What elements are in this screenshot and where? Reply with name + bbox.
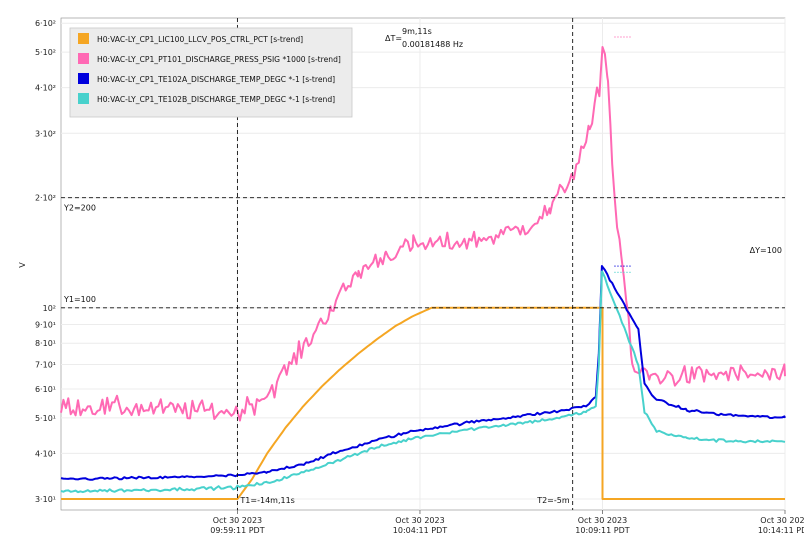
y-tick-label: 7·10¹ bbox=[35, 360, 56, 369]
y-tick-label: 9·10¹ bbox=[35, 321, 56, 330]
x-tick-time: 10:14:11 PDT bbox=[758, 526, 804, 535]
y-tick-label: 6·10¹ bbox=[35, 385, 56, 394]
legend-label-3: H0:VAC-LY_CP1_TE102B_DISCHARGE_TEMP_DEGC… bbox=[97, 95, 335, 104]
series-line-2 bbox=[60, 265, 786, 481]
x-tick-date: Oct 30 2023 bbox=[578, 516, 627, 525]
y1-cursor-label: Y1=100 bbox=[63, 295, 96, 304]
series-line-1 bbox=[60, 46, 786, 422]
legend-box bbox=[69, 27, 353, 118]
y-tick-label: 8·10¹ bbox=[35, 339, 56, 348]
delta-t-frequency: 0.00181488 Hz bbox=[402, 40, 463, 49]
y-tick-label: 4·10² bbox=[35, 84, 56, 93]
y2-cursor-label: Y2=200 bbox=[63, 204, 96, 213]
t1-cursor-label: T1=-14m,11s bbox=[239, 496, 294, 505]
x-tick-time: 10:09:11 PDT bbox=[575, 526, 629, 535]
y-tick-label: 3·10² bbox=[35, 129, 56, 138]
cursor-layer: T1=-14m,11s T2=-5m Y1=100 Y2=200 ΔT= 9m,… bbox=[61, 18, 785, 510]
t2-cursor-label: T2=-5m bbox=[536, 496, 570, 505]
y-axis: 3·10¹ 4·10¹ 5·10¹ 6·10¹ 7·10¹ 8·10¹ 9·10¹ 10² 2·… bbox=[35, 19, 56, 504]
delta-t-label: ΔT= bbox=[385, 34, 402, 43]
delta-t-value: 9m,11s bbox=[402, 27, 432, 36]
legend-label-0: H0:VAC-LY_CP1_LIC100_LLCV_POS_CTRL_PCT [… bbox=[97, 35, 303, 44]
y-tick-label: 10² bbox=[43, 304, 56, 313]
legend-label-1: H0:VAC-LY_CP1_PT101_DISCHARGE_PRESS_PSIG… bbox=[97, 55, 341, 64]
legend-swatch-0 bbox=[78, 33, 89, 44]
y-tick-label: 5·10¹ bbox=[35, 414, 56, 423]
x-tick-date: Oct 30 2023 bbox=[395, 516, 444, 525]
x-tick-time: 10:04:11 PDT bbox=[393, 526, 447, 535]
legend-swatch-2 bbox=[78, 73, 89, 84]
legend: H0:VAC-LY_CP1_LIC100_LLCV_POS_CTRL_PCT [… bbox=[69, 27, 353, 118]
y-tick-label: 3·10¹ bbox=[35, 495, 56, 504]
legend-swatch-3 bbox=[78, 93, 89, 104]
x-tick-time: 09:59:11 PDT bbox=[210, 526, 264, 535]
series-layer bbox=[60, 36, 786, 500]
y-tick-label: 5·10² bbox=[35, 48, 56, 57]
y-tick-label: 2·10² bbox=[35, 194, 56, 203]
legend-swatch-1 bbox=[78, 53, 89, 64]
x-tick-date: Oct 30 2023 bbox=[213, 516, 262, 525]
y-tick-label: 4·10¹ bbox=[35, 449, 56, 458]
x-tick-date: Oct 30 2023 bbox=[760, 516, 804, 525]
y-tick-label: 6·10² bbox=[35, 19, 56, 28]
legend-label-2: H0:VAC-LY_CP1_TE102A_DISCHARGE_TEMP_DEGC… bbox=[97, 75, 335, 84]
series-line-3 bbox=[60, 270, 786, 494]
series-line-0 bbox=[61, 306, 785, 500]
y-axis-label: V bbox=[18, 262, 27, 268]
delta-y-label: ΔY=100 bbox=[750, 246, 782, 255]
